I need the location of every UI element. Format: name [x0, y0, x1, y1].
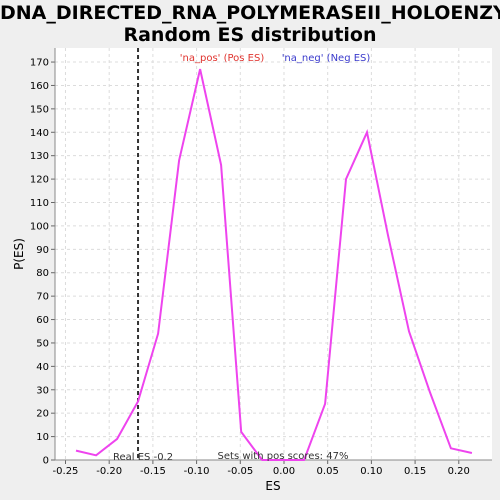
y-tick-label: 80: [36, 268, 49, 279]
y-tick-label: 150: [30, 104, 49, 115]
y-tick-label: 160: [30, 81, 49, 92]
y-tick-label: 130: [30, 151, 49, 162]
es-distribution-line: [75, 68, 473, 461]
x-tick-label: -0.05: [227, 466, 253, 477]
y-tick-label: 30: [36, 385, 49, 396]
y-tick-label: 140: [30, 128, 49, 139]
x-axis-ticks: -0.25 -0.20 -0.15 -0.10 -0.05 0.00 0.05 0.10 0.1…: [53, 460, 470, 477]
y-axis-label: P(ES): [12, 238, 26, 270]
legend-neg-label: 'na_neg' (Neg ES): [282, 53, 371, 64]
x-tick-label: 0.20: [448, 466, 470, 477]
x-tick-label: -0.10: [184, 466, 210, 477]
x-tick-label: -0.15: [140, 466, 166, 477]
y-tick-label: 90: [36, 245, 49, 256]
y-axis-ticks: 0 10 20 30 40 50 60 70 80 90 100 110 120 130 140 150 160…: [30, 58, 55, 467]
plot-area: [55, 48, 492, 460]
y-tick-label: 40: [36, 362, 49, 373]
y-tick-label: 70: [36, 292, 49, 303]
legend-pos-label: 'na_pos' (Pos ES): [180, 53, 265, 64]
y-tick-label: 20: [36, 409, 49, 420]
y-tick-label: 120: [30, 175, 49, 186]
real-es-label: Real ES -0.2: [113, 452, 173, 463]
x-tick-label: -0.25: [53, 466, 79, 477]
y-tick-label: 60: [36, 315, 49, 326]
grid-lines: [55, 48, 492, 461]
footer-note: Sets with pos scores: 47%: [218, 451, 349, 462]
y-tick-label: 10: [36, 432, 49, 443]
x-axis-label: ES: [265, 479, 280, 493]
chart-title-line-1: DNA_DIRECTED_RNA_POLYMERASEII_HOLOENZYME…: [0, 2, 500, 24]
y-tick-label: 50: [36, 338, 49, 349]
y-tick-label: 0: [43, 456, 49, 467]
y-tick-label: 110: [30, 198, 49, 209]
chart-title-line-2: Random ES distribution: [123, 24, 377, 46]
y-tick-label: 170: [30, 58, 49, 69]
x-tick-label: 0.00: [273, 466, 295, 477]
x-tick-label: 0.15: [404, 466, 426, 477]
x-tick-label: 0.10: [360, 466, 382, 477]
y-tick-label: 100: [30, 221, 49, 232]
x-tick-label: 0.05: [317, 466, 339, 477]
x-tick-label: -0.20: [96, 466, 122, 477]
